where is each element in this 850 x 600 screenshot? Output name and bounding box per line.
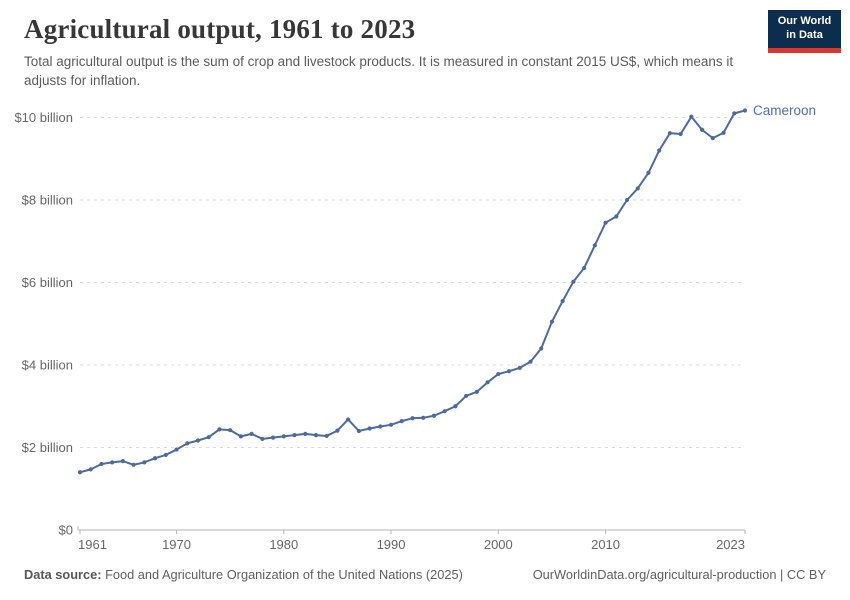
data-source-label: Data source: (24, 567, 102, 582)
data-point-marker[interactable] (206, 435, 211, 440)
x-axis-label: 1961 (78, 537, 107, 552)
owid-logo-stripe (768, 48, 841, 53)
data-point-marker[interactable] (464, 393, 469, 399)
data-point-marker[interactable] (346, 417, 351, 422)
data-point-marker[interactable] (367, 426, 372, 431)
data-point-marker[interactable] (699, 127, 705, 132)
data-point-marker[interactable] (270, 435, 276, 440)
data-point-marker[interactable] (474, 389, 479, 394)
data-point-marker[interactable] (732, 111, 737, 116)
data-point-marker[interactable] (742, 108, 748, 113)
data-point-marker[interactable] (431, 413, 437, 418)
chart-footer: Data source: Food and Agriculture Organi… (24, 567, 826, 582)
data-point-marker[interactable] (292, 433, 297, 438)
data-point-marker[interactable] (238, 434, 243, 439)
data-point-marker[interactable] (667, 131, 673, 136)
data-point-marker[interactable] (721, 130, 726, 135)
x-axis-label: 2010 (591, 537, 620, 552)
data-point-marker[interactable] (485, 380, 490, 385)
data-point-marker[interactable] (356, 428, 361, 434)
data-point-marker[interactable] (324, 433, 329, 439)
entity-label[interactable]: Cameroon (753, 103, 816, 118)
data-point-marker[interactable] (110, 460, 115, 465)
x-axis-label: 1970 (162, 537, 191, 552)
data-point-marker[interactable] (635, 186, 640, 191)
data-point-marker[interactable] (496, 371, 501, 377)
data-point-marker[interactable] (678, 131, 683, 137)
data-point-marker[interactable] (560, 298, 565, 304)
chart-subtitle: Total agricultural output is the sum of … (24, 54, 734, 89)
data-point-marker[interactable] (260, 436, 265, 441)
y-axis-label: $8 billion (22, 193, 73, 208)
data-point-marker[interactable] (506, 369, 512, 374)
data-point-marker[interactable] (77, 470, 83, 475)
data-point-marker[interactable] (442, 409, 447, 414)
data-point-marker[interactable] (249, 431, 254, 436)
data-point-marker[interactable] (281, 434, 286, 439)
y-axis-label: $2 billion (22, 440, 73, 455)
data-point-marker[interactable] (549, 319, 555, 324)
data-point-marker[interactable] (603, 220, 608, 225)
data-point-marker[interactable] (142, 460, 147, 465)
data-point-marker[interactable] (217, 427, 222, 432)
data-point-marker[interactable] (399, 419, 404, 424)
data-point-marker[interactable] (410, 416, 415, 421)
data-point-marker[interactable] (88, 467, 93, 472)
data-point-marker[interactable] (582, 265, 587, 271)
data-point-marker[interactable] (592, 243, 597, 248)
data-point-marker[interactable] (195, 438, 201, 443)
data-point-marker[interactable] (303, 431, 308, 436)
x-axis-label: 1990 (377, 537, 406, 552)
owid-logo-text: Our World in Data (768, 10, 841, 48)
data-point-marker[interactable] (614, 214, 619, 219)
page-title: Agricultural output, 1961 to 2023 (24, 14, 416, 44)
data-point-marker[interactable] (421, 415, 426, 420)
data-point-marker[interactable] (228, 428, 233, 433)
data-point-marker[interactable] (689, 114, 694, 119)
data-point-marker[interactable] (185, 441, 190, 446)
y-axis-label: $0 (59, 523, 73, 538)
data-point-marker[interactable] (99, 461, 104, 467)
data-point-marker[interactable] (388, 422, 394, 427)
data-point-marker[interactable] (710, 136, 715, 141)
y-axis-label: $6 billion (22, 275, 73, 290)
x-axis-label: 1980 (269, 537, 298, 552)
data-point-marker[interactable] (539, 346, 544, 351)
data-point-marker[interactable] (646, 170, 651, 175)
data-point-marker[interactable] (174, 447, 179, 452)
data-point-marker[interactable] (528, 359, 533, 364)
y-axis-label: $10 billion (14, 110, 73, 125)
data-point-marker[interactable] (517, 365, 522, 370)
data-point-marker[interactable] (378, 424, 383, 429)
owid-link[interactable]: OurWorldinData.org/agricultural-producti… (532, 567, 826, 582)
owid-logo[interactable]: Our World in Data (768, 10, 841, 53)
data-point-marker[interactable] (120, 459, 126, 464)
data-point-marker[interactable] (453, 404, 458, 409)
data-point-marker[interactable] (163, 452, 168, 458)
data-point-marker[interactable] (335, 428, 340, 433)
x-axis-label: 2000 (484, 537, 513, 552)
data-point-marker[interactable] (131, 462, 136, 467)
data-point-marker[interactable] (657, 148, 662, 153)
data-point-marker[interactable] (571, 279, 576, 284)
data-source-text: Food and Agriculture Organization of the… (101, 567, 463, 582)
y-axis-label: $4 billion (22, 358, 73, 373)
data-point-marker[interactable] (313, 433, 319, 438)
data-point-marker[interactable] (624, 197, 630, 203)
x-axis-label: 2023 (716, 537, 745, 552)
data-point-marker[interactable] (152, 456, 158, 461)
data-source: Data source: Food and Agriculture Organi… (24, 567, 463, 582)
